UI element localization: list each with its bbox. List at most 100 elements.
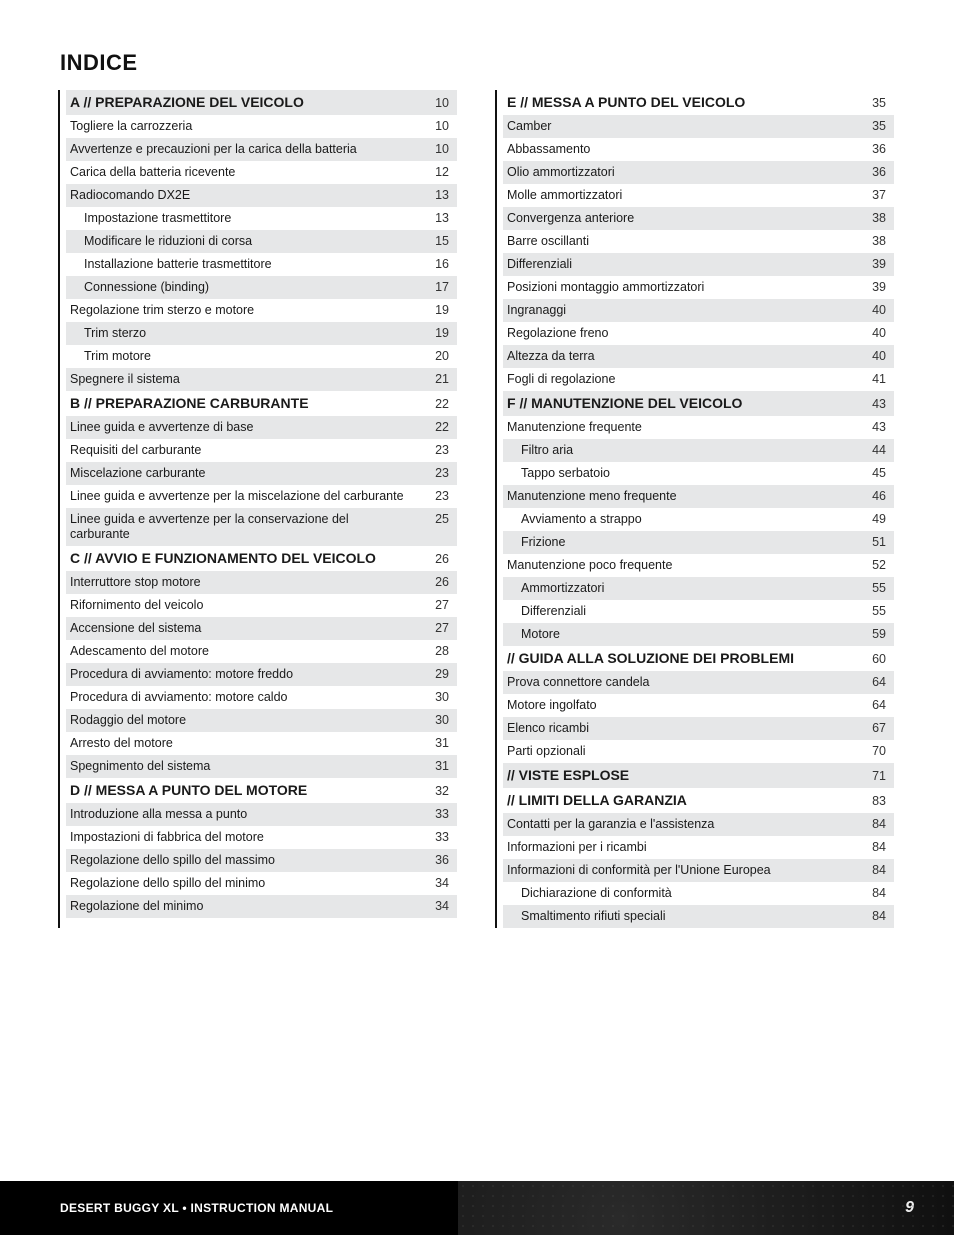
toc-page: 84 [856,817,886,832]
toc-row[interactable]: Installazione batterie trasmettitore16 [66,253,457,276]
page-footer: DESERT BUGGY XL • INSTRUCTION MANUAL 9 [0,1181,954,1235]
toc-row[interactable]: Introduzione alla messa a punto33 [66,803,457,826]
toc-row[interactable]: Togliere la carrozzeria10 [66,115,457,138]
toc-section-row[interactable]: // VISTE ESPLOSE71 [503,763,894,788]
toc-label: Regolazione dello spillo del minimo [70,876,419,891]
toc-label: Regolazione freno [507,326,856,341]
toc-row[interactable]: Regolazione freno40 [503,322,894,345]
toc-label: Rifornimento del veicolo [70,598,419,613]
toc-page: 64 [856,675,886,690]
toc-page: 36 [419,853,449,868]
toc-row[interactable]: Convergenza anteriore38 [503,207,894,230]
toc-label: Carica della batteria ricevente [70,165,419,180]
toc-row[interactable]: Fogli di regolazione41 [503,368,894,391]
toc-row[interactable]: Camber35 [503,115,894,138]
toc-page: 28 [419,644,449,659]
toc-row[interactable]: Posizioni montaggio ammortizzatori39 [503,276,894,299]
toc-page: 35 [856,119,886,134]
toc-page: 19 [419,326,449,341]
toc-row[interactable]: Regolazione trim sterzo e motore19 [66,299,457,322]
toc-row[interactable]: Regolazione del minimo34 [66,895,457,918]
toc-row[interactable]: Tappo serbatoio45 [503,462,894,485]
toc-row[interactable]: Barre oscillanti38 [503,230,894,253]
toc-row[interactable]: Manutenzione frequente43 [503,416,894,439]
toc-page: 26 [419,552,449,567]
toc-row[interactable]: Motore59 [503,623,894,646]
toc-row[interactable]: Linee guida e avvertenze per la conserva… [66,508,457,546]
toc-page: 20 [419,349,449,364]
toc-row[interactable]: Prova connettore candela64 [503,671,894,694]
toc-row[interactable]: Filtro aria44 [503,439,894,462]
toc-row[interactable]: Impostazione trasmettitore13 [66,207,457,230]
toc-section-row[interactable]: D // MESSA A PUNTO DEL MOTORE32 [66,778,457,803]
toc-row[interactable]: Avvertenze e precauzioni per la carica d… [66,138,457,161]
toc-row[interactable]: Avviamento a strappo49 [503,508,894,531]
toc-page: 12 [419,165,449,180]
toc-row[interactable]: Parti opzionali70 [503,740,894,763]
toc-page: 38 [856,211,886,226]
toc-page: 64 [856,698,886,713]
toc-row[interactable]: Linee guida e avvertenze di base22 [66,416,457,439]
toc-row[interactable]: Differenziali55 [503,600,894,623]
toc-row[interactable]: Linee guida e avvertenze per la miscelaz… [66,485,457,508]
toc-label: D // MESSA A PUNTO DEL MOTORE [70,782,419,799]
toc-label: Smaltimento rifiuti speciali [507,909,856,924]
toc-page: 13 [419,188,449,203]
toc-section-row[interactable]: // GUIDA ALLA SOLUZIONE DEI PROBLEMI60 [503,646,894,671]
toc-page: 27 [419,598,449,613]
toc-section-row[interactable]: E // MESSA A PUNTO DEL VEICOLO35 [503,90,894,115]
toc-row[interactable]: Procedura di avviamento: motore freddo29 [66,663,457,686]
toc-row[interactable]: Connessione (binding)17 [66,276,457,299]
toc-page: 33 [419,807,449,822]
toc-row[interactable]: Frizione51 [503,531,894,554]
toc-section-row[interactable]: B // PREPARAZIONE CARBURANTE22 [66,391,457,416]
toc-row[interactable]: Contatti per la garanzia e l'assistenza8… [503,813,894,836]
toc-page: 40 [856,349,886,364]
toc-row[interactable]: Requisiti del carburante23 [66,439,457,462]
toc-section-row[interactable]: F // MANUTENZIONE DEL VEICOLO43 [503,391,894,416]
toc-label: Manutenzione frequente [507,420,856,435]
toc-row[interactable]: Elenco ricambi67 [503,717,894,740]
toc-section-row[interactable]: C // AVVIO E FUNZIONAMENTO DEL VEICOLO26 [66,546,457,571]
toc-row[interactable]: Rifornimento del veicolo27 [66,594,457,617]
toc-row[interactable]: Trim motore20 [66,345,457,368]
toc-row[interactable]: Informazioni per i ricambi84 [503,836,894,859]
toc-label: Adescamento del motore [70,644,419,659]
toc-section-row[interactable]: // LIMITI DELLA GARANZIA83 [503,788,894,813]
toc-page: 51 [856,535,886,550]
toc-row[interactable]: Carica della batteria ricevente12 [66,161,457,184]
toc-row[interactable]: Impostazioni di fabbrica del motore33 [66,826,457,849]
toc-row[interactable]: Spegnimento del sistema31 [66,755,457,778]
toc-row[interactable]: Abbassamento36 [503,138,894,161]
toc-section-row[interactable]: A // PREPARAZIONE DEL VEICOLO10 [66,90,457,115]
toc-row[interactable]: Accensione del sistema27 [66,617,457,640]
toc-row[interactable]: Molle ammortizzatori37 [503,184,894,207]
toc-row[interactable]: Olio ammortizzatori36 [503,161,894,184]
toc-label: Procedura di avviamento: motore caldo [70,690,419,705]
toc-row[interactable]: Manutenzione meno frequente46 [503,485,894,508]
toc-label: Spegnere il sistema [70,372,419,387]
toc-row[interactable]: Trim sterzo19 [66,322,457,345]
toc-row[interactable]: Regolazione dello spillo del massimo36 [66,849,457,872]
toc-label: Differenziali [507,604,856,619]
toc-row[interactable]: Spegnere il sistema21 [66,368,457,391]
toc-row[interactable]: Dichiarazione di conformità84 [503,882,894,905]
toc-row[interactable]: Differenziali39 [503,253,894,276]
toc-row[interactable]: Ingranaggi40 [503,299,894,322]
toc-row[interactable]: Altezza da terra40 [503,345,894,368]
toc-row[interactable]: Modificare le riduzioni di corsa15 [66,230,457,253]
toc-row[interactable]: Manutenzione poco frequente52 [503,554,894,577]
toc-row[interactable]: Radiocomando DX2E13 [66,184,457,207]
toc-row[interactable]: Interruttore stop motore26 [66,571,457,594]
toc-row[interactable]: Regolazione dello spillo del minimo34 [66,872,457,895]
toc-row[interactable]: Arresto del motore31 [66,732,457,755]
toc-row[interactable]: Procedura di avviamento: motore caldo30 [66,686,457,709]
toc-row[interactable]: Informazioni di conformità per l'Unione … [503,859,894,882]
toc-row[interactable]: Rodaggio del motore30 [66,709,457,732]
toc-row[interactable]: Ammortizzatori55 [503,577,894,600]
toc-row[interactable]: Smaltimento rifiuti speciali84 [503,905,894,928]
toc-row[interactable]: Motore ingolfato64 [503,694,894,717]
toc-row[interactable]: Miscelazione carburante23 [66,462,457,485]
toc-page: 13 [419,211,449,226]
toc-row[interactable]: Adescamento del motore28 [66,640,457,663]
